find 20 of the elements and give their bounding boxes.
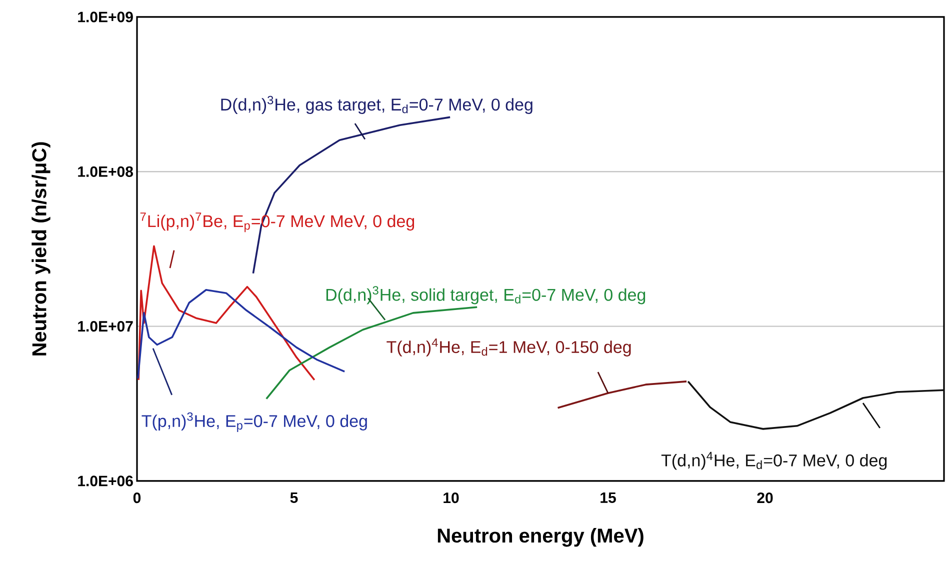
x-tick-label: 10 xyxy=(444,492,459,504)
series-label: D(d,n)$^{3}$He, solid target, E$_{d}$=0-7 MeV, 0 deg xyxy=(326,286,646,304)
series-label: T(d,n)$^{4}$He, E$_{d}$=0-7 MeV, 0 deg xyxy=(661,452,887,470)
line-series xyxy=(687,380,945,430)
series-label: D(d,n)$^{3}$He, gas target, E$_{d}$=0-7 MeV, 0 deg xyxy=(221,96,532,114)
text: T(p,n)$^{3}$He, E$_{p}$=0-7 MeV, 0 deg xyxy=(142,412,367,432)
y-tick-label: 1.0E+06 xyxy=(78,476,133,486)
line-series xyxy=(252,116,451,274)
x-tick-label: 15 xyxy=(600,492,616,503)
line-series xyxy=(138,245,316,381)
series-label: T(d,n)$^{4}$He, E$_{d}$=1 MeV, 0-150 deg xyxy=(386,338,631,356)
x-tick-label: 0 xyxy=(133,492,141,504)
y-tick-label: 1.0E+09 xyxy=(78,12,133,22)
x-tick-label: 5 xyxy=(290,492,298,503)
x-axis-title: Neutron energy (MeV) xyxy=(438,528,644,547)
x-tick-label: 20 xyxy=(757,492,773,504)
y-axis-title: Neutron yield (n/sr/μC) xyxy=(32,142,50,356)
y-tick-label: 1.0E+07 xyxy=(78,320,133,332)
line-series xyxy=(556,380,688,409)
y-tick-label: 1.0E+08 xyxy=(78,166,133,177)
